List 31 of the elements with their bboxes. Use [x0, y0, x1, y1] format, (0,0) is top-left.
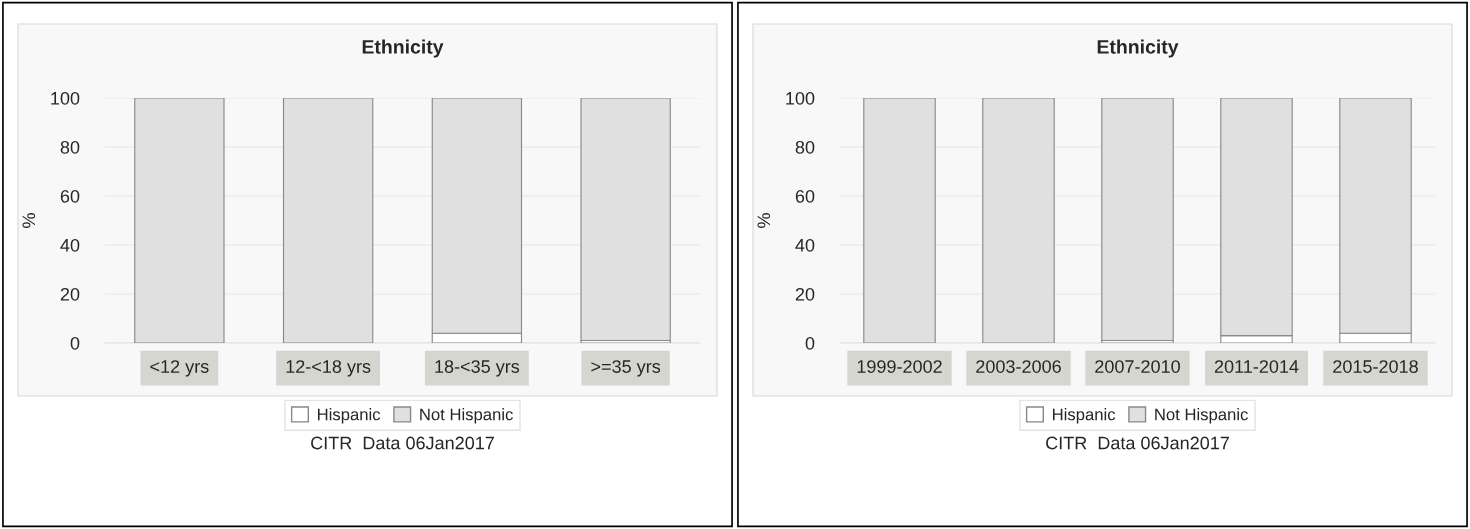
y-tick-label: 40	[795, 238, 815, 252]
y-tick-label: 20	[60, 287, 80, 301]
text: CITR Data 06Jan2017	[311, 436, 494, 450]
y-tick-label: 40	[60, 238, 80, 252]
y-tick-label: 80	[795, 140, 815, 154]
y-axis-title: %	[757, 213, 771, 228]
y-tick-label: 60	[795, 189, 815, 203]
x-tick-label: 2015-2018	[1333, 360, 1418, 373]
x-tick-label: 12-<18 yrs	[286, 360, 371, 377]
y-tick-label: 100	[51, 91, 80, 105]
x-tick-label: 18-<35 yrs	[435, 360, 520, 377]
x-tick-label: <12 yrs	[150, 360, 209, 377]
x-tick-label: 2011-2014	[1214, 360, 1299, 373]
y-tick-label: 100	[786, 91, 815, 105]
text: CITR Data 06Jan2017	[1046, 436, 1229, 450]
legend-label: Hispanic	[1053, 408, 1116, 424]
chart-title: Ethnicity	[362, 39, 444, 58]
x-tick-label: 2007-2010	[1095, 360, 1180, 373]
y-tick-label: 20	[795, 287, 815, 301]
x-tick-label: 1999-2002	[857, 360, 942, 373]
y-tick-label: 0	[805, 336, 815, 350]
y-tick-label: 60	[60, 189, 80, 203]
y-tick-label: 0	[70, 336, 80, 350]
legend-label: Not Hispanic	[1155, 408, 1248, 424]
x-tick-label: >=35 yrs	[591, 360, 661, 377]
y-axis-title: %	[22, 213, 36, 228]
y-tick-label: 80	[60, 140, 80, 154]
chart-title: Ethnicity	[1097, 39, 1179, 58]
legend-label: Hispanic	[318, 408, 381, 424]
x-tick-label: 2003-2006	[976, 360, 1061, 373]
legend-label: Not Hispanic	[420, 408, 513, 424]
